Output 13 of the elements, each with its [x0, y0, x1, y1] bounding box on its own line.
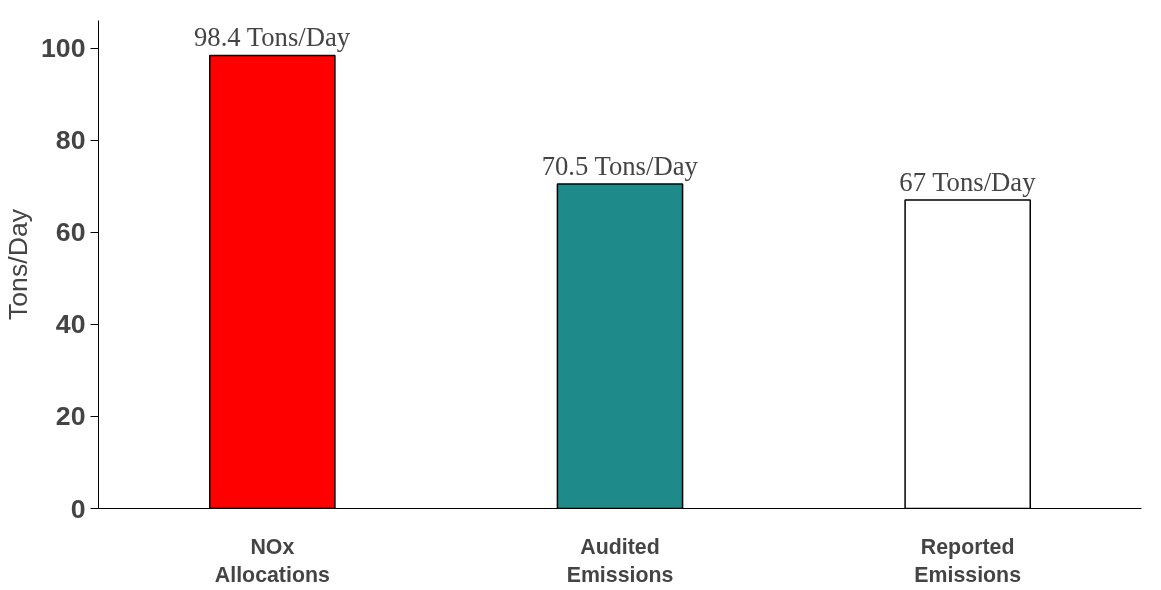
data-label: 98.4 Tons/Day — [194, 22, 351, 53]
y-tick-label: 40 — [55, 309, 86, 340]
data-label: 67 Tons/Day — [899, 167, 1037, 198]
x-tick-label: Reported Emissions — [914, 534, 1022, 588]
data-label: 70.5 Tons/Day — [541, 150, 699, 181]
y-tick-label: 80 — [55, 125, 86, 156]
y-axis-title: Tons/Day — [3, 208, 34, 321]
y-tick-label: 100 — [41, 33, 86, 64]
x-tick-label: NOx Allocations — [214, 534, 330, 588]
y-tick-label: 20 — [55, 401, 86, 432]
y-tick-label: 60 — [55, 217, 86, 248]
y-tick-label: 0 — [70, 493, 86, 524]
x-tick-label: Audited Emissions — [566, 534, 674, 588]
